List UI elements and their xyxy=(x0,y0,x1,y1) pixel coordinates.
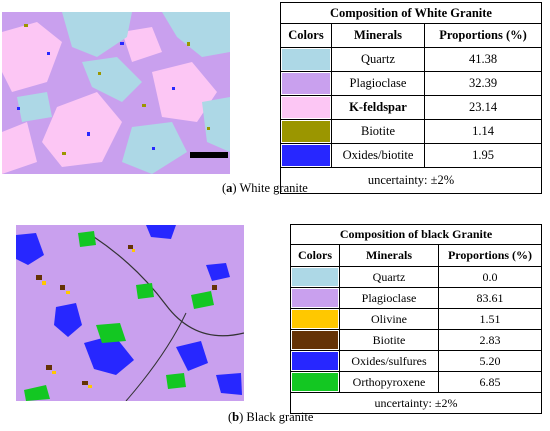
table-title: Composition of White Granite xyxy=(280,2,542,24)
table-title: Composition of black Granite xyxy=(290,224,542,245)
mineral-proportion: 41.38 xyxy=(424,47,542,72)
header-proportions: Proportions (%) xyxy=(424,23,542,48)
mineral-proportion: 1.14 xyxy=(424,119,542,144)
white-granite-map-graphic xyxy=(2,12,230,174)
white-granite-composition-table: Composition of White Granite Colors Mine… xyxy=(280,2,542,194)
table-row: Biotite 2.83 xyxy=(290,329,542,351)
mineral-name: Oxides/sulfures xyxy=(339,350,439,372)
header-minerals: Minerals xyxy=(339,244,439,267)
mineral-name: K-feldspar xyxy=(331,95,425,120)
table-row: Orthopyroxene 6.85 xyxy=(290,371,542,393)
mineral-proportion: 83.61 xyxy=(438,287,542,309)
quartz-color-swatch xyxy=(282,49,330,70)
table-row: Oxides/sulfures 5.20 xyxy=(290,350,542,372)
black-granite-mineral-map xyxy=(16,225,244,401)
caption-label: b xyxy=(232,410,240,424)
mineral-proportion: 1.51 xyxy=(438,308,542,330)
figure-caption-b: (b) Black granite xyxy=(228,410,314,424)
biotite-color-swatch xyxy=(282,121,330,142)
oxides-biotite-color-swatch xyxy=(282,145,330,166)
mineral-proportion: 23.14 xyxy=(424,95,542,120)
table-row: K-feldspar 23.14 xyxy=(280,95,542,120)
plagioclase-color-swatch xyxy=(282,73,330,94)
olivine-color-swatch xyxy=(292,310,338,328)
table-row: Oxides/biotite 1.95 xyxy=(280,143,542,168)
white-granite-mineral-map xyxy=(2,12,230,174)
mineral-proportion: 2.83 xyxy=(438,329,542,351)
table-row: Quartz 41.38 xyxy=(280,47,542,72)
orthopyroxene-color-swatch xyxy=(292,373,338,391)
mineral-name: Plagioclase xyxy=(339,287,439,309)
uncertainty-note: uncertainty: ±2% xyxy=(280,167,542,194)
k-feldspar-color-swatch xyxy=(282,97,330,118)
table-row: Biotite 1.14 xyxy=(280,119,542,144)
table-row: Olivine 1.51 xyxy=(290,308,542,330)
quartz-color-swatch xyxy=(292,268,338,286)
mineral-proportion: 1.95 xyxy=(424,143,542,168)
header-minerals: Minerals xyxy=(331,23,425,48)
mineral-proportion: 32.39 xyxy=(424,71,542,96)
header-proportions: Proportions (%) xyxy=(438,244,542,267)
table-row: Plagioclase 32.39 xyxy=(280,71,542,96)
black-granite-composition-table: Composition of black Granite Colors Mine… xyxy=(290,224,542,414)
biotite-color-swatch xyxy=(292,331,338,349)
table-row: Quartz 0.0 xyxy=(290,266,542,288)
caption-text: Black granite xyxy=(246,410,314,424)
plagioclase-color-swatch xyxy=(292,289,338,307)
mineral-name: Biotite xyxy=(339,329,439,351)
uncertainty-note: uncertainty: ±2% xyxy=(290,392,542,414)
mineral-proportion: 5.20 xyxy=(438,350,542,372)
caption-text: White granite xyxy=(239,181,308,195)
black-granite-map-graphic xyxy=(16,225,244,401)
oxides-sulfures-color-swatch xyxy=(292,352,338,370)
caption-label: a xyxy=(226,181,233,195)
mineral-name: Orthopyroxene xyxy=(339,371,439,393)
header-colors: Colors xyxy=(290,244,340,267)
mineral-proportion: 6.85 xyxy=(438,371,542,393)
mineral-name: Quartz xyxy=(331,47,425,72)
figure-caption-a: (a) White granite xyxy=(222,181,308,195)
table-row: Plagioclase 83.61 xyxy=(290,287,542,309)
mineral-name: Oxides/biotite xyxy=(331,143,425,168)
header-colors: Colors xyxy=(280,23,332,48)
mineral-proportion: 0.0 xyxy=(438,266,542,288)
mineral-name: Plagioclase xyxy=(331,71,425,96)
mineral-name: Olivine xyxy=(339,308,439,330)
mineral-name: Biotite xyxy=(331,119,425,144)
mineral-name: Quartz xyxy=(339,266,439,288)
